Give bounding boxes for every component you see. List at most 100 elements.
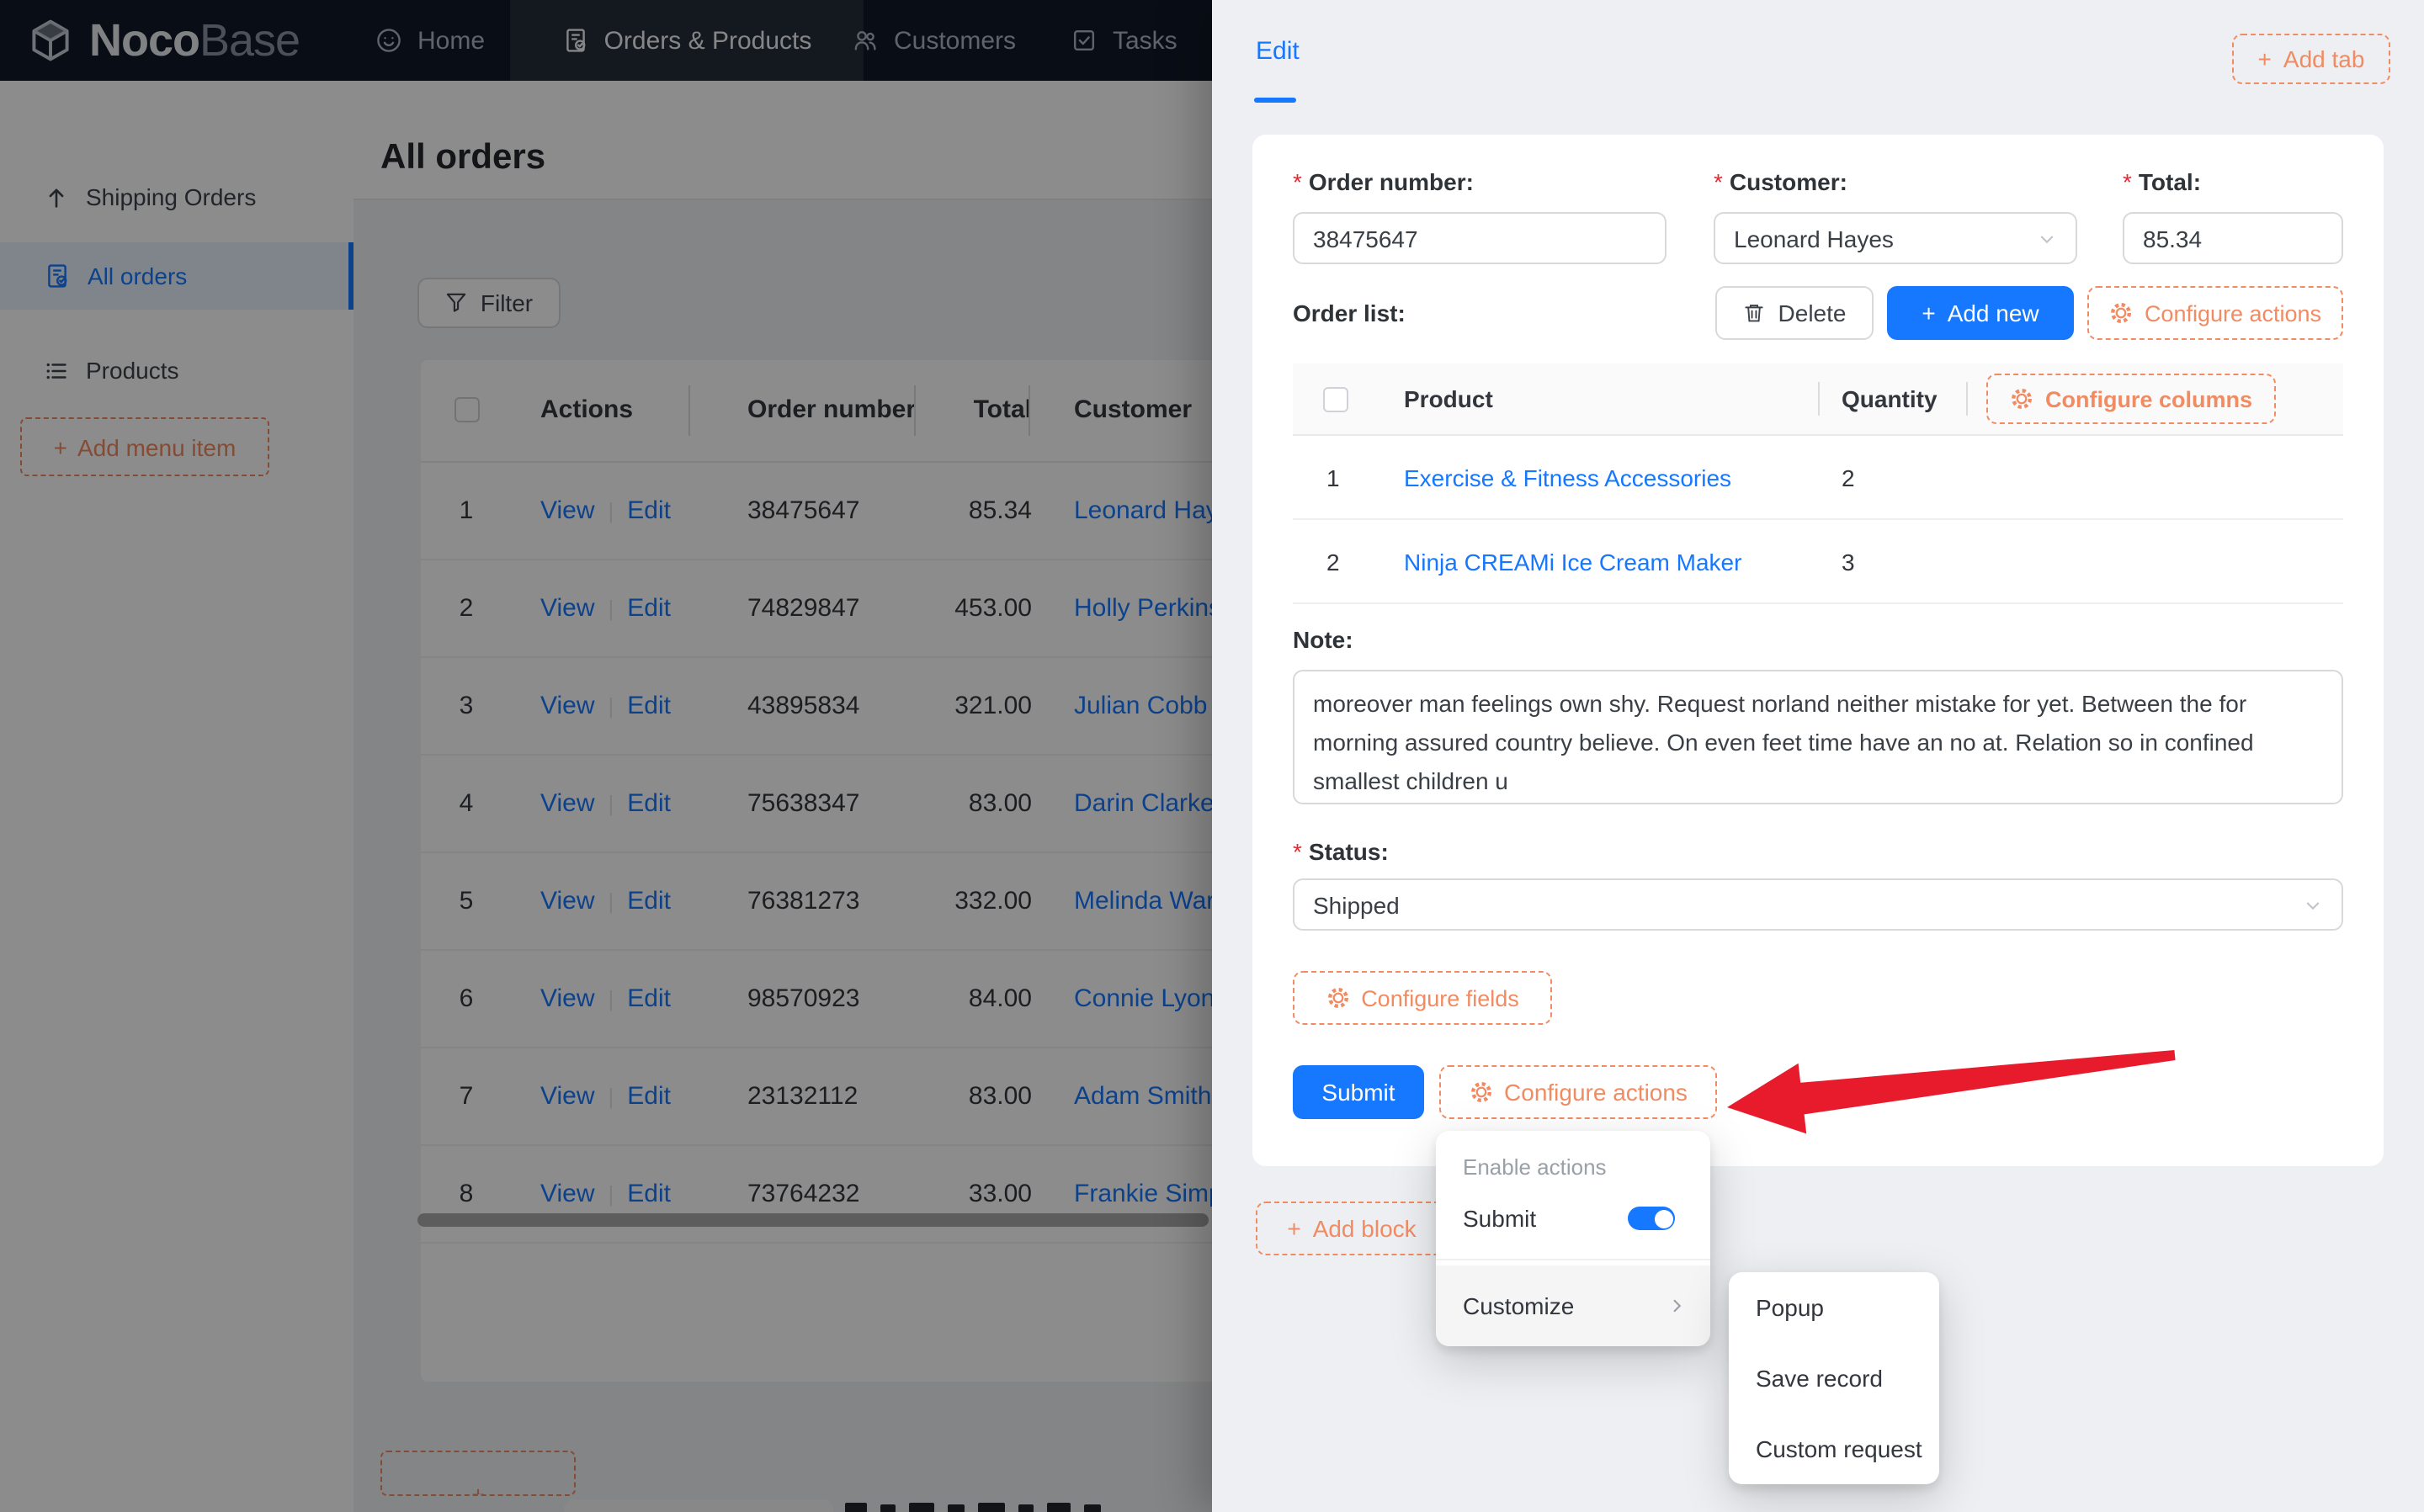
nocobase-logo[interactable]: NocoBase [27,0,300,81]
nav-item-label: Tasks [1113,26,1177,55]
order-number-cell: 74829847 [747,594,860,623]
configure-actions-button-orderlist[interactable]: Configure actions [2087,286,2343,340]
view-link[interactable]: View [540,1082,595,1111]
column-header-order-number[interactable]: Order number [747,395,917,425]
menu-item-submit[interactable]: Submit [1463,1205,1537,1232]
configure-fields-button[interactable]: Configure fields [1293,971,1552,1025]
nav-item-home[interactable]: Home [352,0,508,81]
gear-icon [1469,1080,1492,1104]
sidebar-item-label: Products [86,357,179,384]
customer-select[interactable]: Leonard Hayes [1714,212,2077,264]
chevron-down-icon [2303,894,2323,915]
sidebar-item-shipping-orders[interactable]: Shipping Orders [0,168,354,225]
submenu-item[interactable]: Custom request [1756,1435,1922,1462]
view-link[interactable]: View [540,789,595,818]
select-all-checkbox[interactable] [1323,386,1348,411]
customize-submenu: Popup Save record Custom request [1729,1272,1939,1484]
filter-button[interactable]: Filter [417,278,561,328]
add-block-button-drawer[interactable]: + Add block [1256,1202,1448,1255]
product-link[interactable]: Exercise & Fitness Accessories [1404,464,1732,491]
subtable-row: 2 Ninja CREAMi Ice Cream Maker 3 [1293,520,2343,604]
edit-link[interactable]: Edit [627,594,671,623]
add-menu-item-button[interactable]: + Add menu item [20,417,269,476]
submenu-item[interactable]: Popup [1756,1294,1824,1321]
gear-icon [2010,387,2033,411]
column-header-quantity[interactable]: Quantity [1842,385,1938,412]
configure-actions-label: Configure actions [1504,1079,1688,1106]
order-number-input[interactable]: 38475647 [1293,212,1666,264]
column-header-total[interactable]: Total [973,395,1032,425]
customers-icon [852,27,879,54]
order-number-label: * Order number: [1293,168,1474,195]
sidebar-item-all-orders[interactable]: All orders [0,242,354,310]
toggle-knob [1654,1209,1672,1228]
configure-actions-menu: Enable actions Submit Customize [1436,1131,1710,1346]
add-new-button[interactable]: + Add new [1887,286,2074,340]
edit-link[interactable]: Edit [627,789,671,818]
row-index: 4 [459,789,474,818]
submit-button[interactable]: Submit [1293,1065,1424,1119]
status-select[interactable]: Shipped [1293,878,2343,931]
customer-link[interactable]: Adam Smith [1074,1082,1212,1111]
edit-link[interactable]: Edit [627,1082,671,1111]
tasks-check-icon [1071,27,1098,54]
delete-button[interactable]: Delete [1715,286,1874,340]
trash-icon [1743,301,1767,325]
menu-item-customize[interactable]: Customize [1436,1265,1710,1346]
configure-columns-button[interactable]: Configure columns [1986,374,2276,424]
edit-link[interactable]: Edit [627,692,671,720]
edit-link[interactable]: Edit [627,1180,671,1208]
view-link[interactable]: View [540,984,595,1013]
product-link[interactable]: Ninja CREAMi Ice Cream Maker [1404,548,1742,575]
nav-item-orders-products[interactable]: Orders & Products [510,0,864,81]
orders-table-block: Actions Order number Total Customer 1 Vi… [421,359,1734,1381]
total-label: * Total: [2123,168,2202,195]
edit-link[interactable]: Edit [627,984,671,1013]
column-header-product[interactable]: Product [1404,385,1493,412]
horizontal-scrollbar[interactable] [417,1213,1209,1227]
dock-sliver [564,1499,833,1512]
action-divider: | [608,1181,614,1207]
edit-link[interactable]: Edit [627,887,671,915]
logo-text-primary: Noco [89,15,200,66]
submenu-item[interactable]: Save record [1756,1365,1883,1392]
customer-link[interactable]: Darin Clarke [1074,789,1215,818]
nav-item-tasks[interactable]: Tasks [1047,0,1201,81]
plus-icon: + [1287,1215,1301,1242]
view-link[interactable]: View [540,496,595,525]
required-marker: * [1714,168,1723,195]
page-title: All orders [380,138,546,177]
edit-link[interactable]: Edit [627,496,671,525]
note-textarea[interactable]: moreover man feelings own shy. Request n… [1293,670,2343,804]
sidebar: Shipping Orders All orders Products + Ad… [0,81,355,1512]
add-block-button-main[interactable]: + Add block [380,1451,576,1496]
view-link[interactable]: View [540,594,595,623]
submit-toggle[interactable] [1628,1207,1675,1230]
total-cell: 453.00 [954,594,1032,623]
order-number-cell: 76381273 [747,887,860,915]
total-cell: 83.00 [968,789,1032,818]
view-link[interactable]: View [540,1180,595,1208]
action-divider: | [608,596,614,621]
total-cell: 83.00 [968,1082,1032,1111]
customer-link[interactable]: Connie Lyons [1074,984,1228,1013]
nav-item-customers[interactable]: Customers [828,0,1039,81]
total-input[interactable]: 85.34 [2123,212,2343,264]
menu-divider [1436,1259,1710,1260]
order-number-cell: 38475647 [747,496,860,525]
view-link[interactable]: View [540,692,595,720]
total-cell: 84.00 [968,984,1032,1013]
select-all-checkbox[interactable] [454,397,479,423]
column-header-customer[interactable]: Customer [1074,395,1193,425]
configure-actions-button-form[interactable]: Configure actions [1439,1065,1717,1119]
add-tab-button[interactable]: + Add tab [2232,34,2390,84]
column-header-actions[interactable]: Actions [540,395,634,425]
sidebar-item-label: All orders [88,263,188,289]
customer-link[interactable]: Julian Cobb [1074,692,1208,720]
subtable-row: 1 Exercise & Fitness Accessories 2 [1293,436,2343,520]
sidebar-item-products[interactable]: Products [0,337,354,404]
tab-edit[interactable]: Edit [1256,37,1300,66]
view-link[interactable]: View [540,887,595,915]
customer-link[interactable]: Holly Perkins [1074,594,1222,623]
